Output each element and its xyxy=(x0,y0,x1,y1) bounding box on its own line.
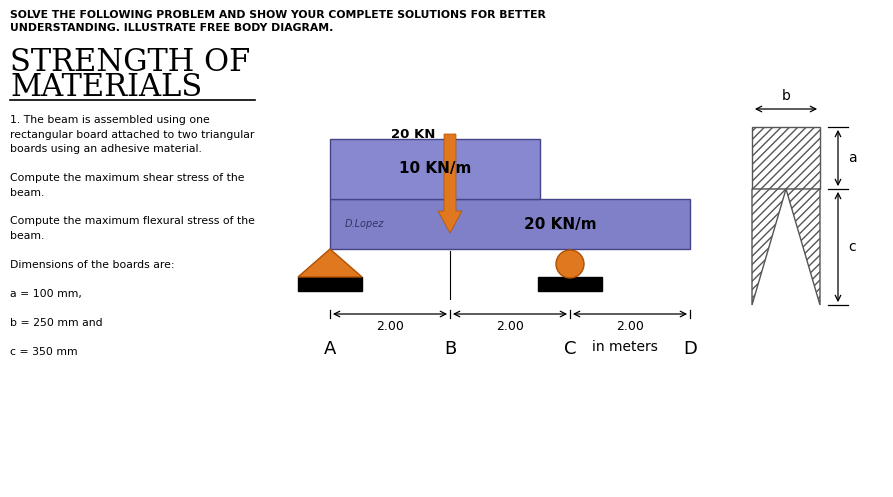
Text: D: D xyxy=(683,340,697,358)
Text: 2.00: 2.00 xyxy=(616,320,644,333)
Text: Compute the maximum shear stress of the: Compute the maximum shear stress of the xyxy=(10,173,245,183)
Text: B: B xyxy=(444,340,456,358)
Polygon shape xyxy=(752,189,786,305)
Text: in meters: in meters xyxy=(592,340,658,354)
Text: 20 KN: 20 KN xyxy=(390,128,435,141)
Text: beam.: beam. xyxy=(10,187,45,197)
Text: 10 KN/m: 10 KN/m xyxy=(399,162,472,176)
Text: beam.: beam. xyxy=(10,231,45,241)
Circle shape xyxy=(556,250,584,278)
Text: SOLVE THE FOLLOWING PROBLEM AND SHOW YOUR COMPLETE SOLUTIONS FOR BETTER: SOLVE THE FOLLOWING PROBLEM AND SHOW YOU… xyxy=(10,10,546,20)
Polygon shape xyxy=(786,189,820,305)
Bar xyxy=(538,277,602,291)
Text: c = 350 mm: c = 350 mm xyxy=(10,347,78,357)
Text: UNDERSTANDING. ILLUSTRATE FREE BODY DIAGRAM.: UNDERSTANDING. ILLUSTRATE FREE BODY DIAG… xyxy=(10,23,333,33)
Text: a: a xyxy=(848,151,856,165)
Text: A: A xyxy=(324,340,336,358)
FancyArrow shape xyxy=(438,134,462,233)
Text: 1. The beam is assembled using one: 1. The beam is assembled using one xyxy=(10,115,210,125)
Text: Compute the maximum flexural stress of the: Compute the maximum flexural stress of t… xyxy=(10,217,255,227)
Text: C: C xyxy=(563,340,576,358)
Text: Dimensions of the boards are:: Dimensions of the boards are: xyxy=(10,260,174,270)
Text: 2.00: 2.00 xyxy=(376,320,404,333)
Bar xyxy=(298,277,362,291)
Text: D.Lopez: D.Lopez xyxy=(345,219,384,229)
Bar xyxy=(330,199,690,249)
Text: STRENGTH OF: STRENGTH OF xyxy=(10,47,250,78)
Text: b: b xyxy=(781,89,790,103)
Bar xyxy=(752,127,820,189)
Text: MATERIALS: MATERIALS xyxy=(10,72,202,103)
Text: rectangular board attached to two triangular: rectangular board attached to two triang… xyxy=(10,130,255,140)
Text: 2.00: 2.00 xyxy=(497,320,524,333)
Polygon shape xyxy=(298,249,362,277)
Text: b = 250 mm and: b = 250 mm and xyxy=(10,318,103,328)
Text: a = 100 mm,: a = 100 mm, xyxy=(10,289,82,299)
Text: c: c xyxy=(848,240,855,254)
Text: 20 KN/m: 20 KN/m xyxy=(523,217,597,232)
Bar xyxy=(330,139,540,199)
Text: boards using an adhesive material.: boards using an adhesive material. xyxy=(10,144,202,154)
